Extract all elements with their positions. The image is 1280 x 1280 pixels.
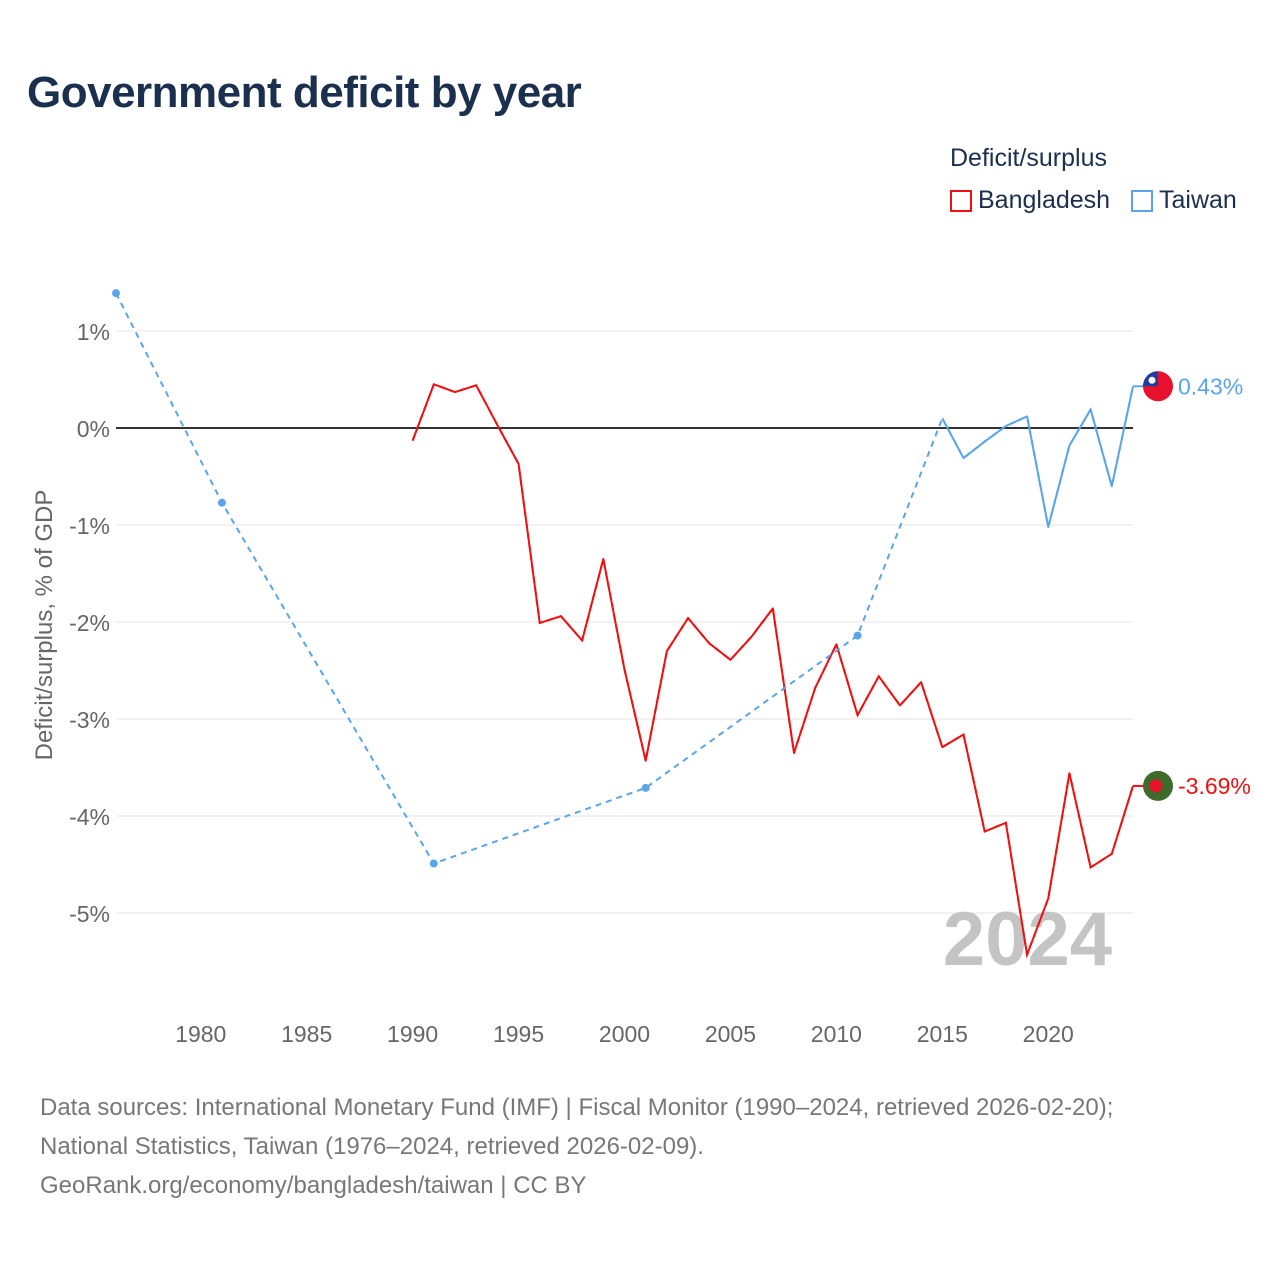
y-tick-label: -2% (69, 610, 110, 636)
legend-swatch-bangladesh (950, 189, 972, 212)
data-point-taiwan (429, 859, 438, 868)
legend-label: Taiwan (1159, 186, 1237, 214)
footer: Data sources: International Monetary Fun… (40, 1088, 1113, 1205)
x-tick-label: 2020 (1023, 1021, 1074, 1047)
footer-sources-2: National Statistics, Taiwan (1976–2024, … (40, 1133, 704, 1160)
series-line-bangladesh (411, 383, 1134, 956)
line-chart: 1% 0% -1% -2% -3% -4% -5% 1980 1985 1990 1995 2000 2… (31, 289, 1251, 1047)
x-tick-label: 1995 (493, 1021, 544, 1047)
footer-sources: Data sources: International Monetary Fun… (40, 1094, 1114, 1121)
taiwan-flag-sun (1148, 376, 1156, 384)
y-tick-label: -5% (69, 901, 110, 927)
x-tick-label: 2000 (599, 1021, 650, 1047)
x-tick-label: 2010 (811, 1021, 862, 1047)
data-point-taiwan (112, 289, 120, 298)
y-tick-label: -4% (69, 804, 110, 830)
footer-link[interactable]: GeoRank.org/economy/bangladesh/taiwan | … (40, 1172, 587, 1199)
y-tick-label: -3% (69, 707, 110, 733)
x-tick-label: 2005 (705, 1021, 756, 1047)
chart-title: Government deficit by year (27, 68, 582, 117)
x-tick-label: 2015 (917, 1021, 968, 1047)
legend-swatch-taiwan (1131, 189, 1153, 212)
y-axis-label: Deficit/surplus, % of GDP (31, 490, 58, 761)
series-gap-line-taiwan (115, 292, 1134, 865)
legend-title: Deficit/surplus (950, 144, 1107, 172)
legend-item-bangladesh[interactable]: Bangladesh (950, 186, 1110, 215)
x-tick-label: 1980 (175, 1021, 226, 1047)
y-tick-label: -1% (69, 513, 110, 539)
year-watermark: 2024 (943, 897, 1112, 982)
legend-item-taiwan[interactable]: Taiwan (1131, 186, 1237, 215)
series-gap-line-bangladesh (411, 383, 1134, 959)
end-value-label-taiwan: 0.43% (1178, 373, 1243, 399)
legend-label: Bangladesh (978, 186, 1111, 214)
data-point-taiwan (853, 631, 862, 640)
data-point-taiwan (641, 783, 650, 792)
series-line-taiwan (941, 386, 1134, 528)
data-point-taiwan (217, 498, 226, 507)
bangladesh-flag-disc (1149, 779, 1163, 793)
y-tick-label: 1% (77, 319, 110, 345)
y-tick-label: 0% (77, 416, 110, 442)
x-tick-label: 1990 (387, 1021, 438, 1047)
x-tick-label: 1985 (281, 1021, 332, 1047)
end-value-label-bangladesh: -3.69% (1178, 773, 1251, 799)
